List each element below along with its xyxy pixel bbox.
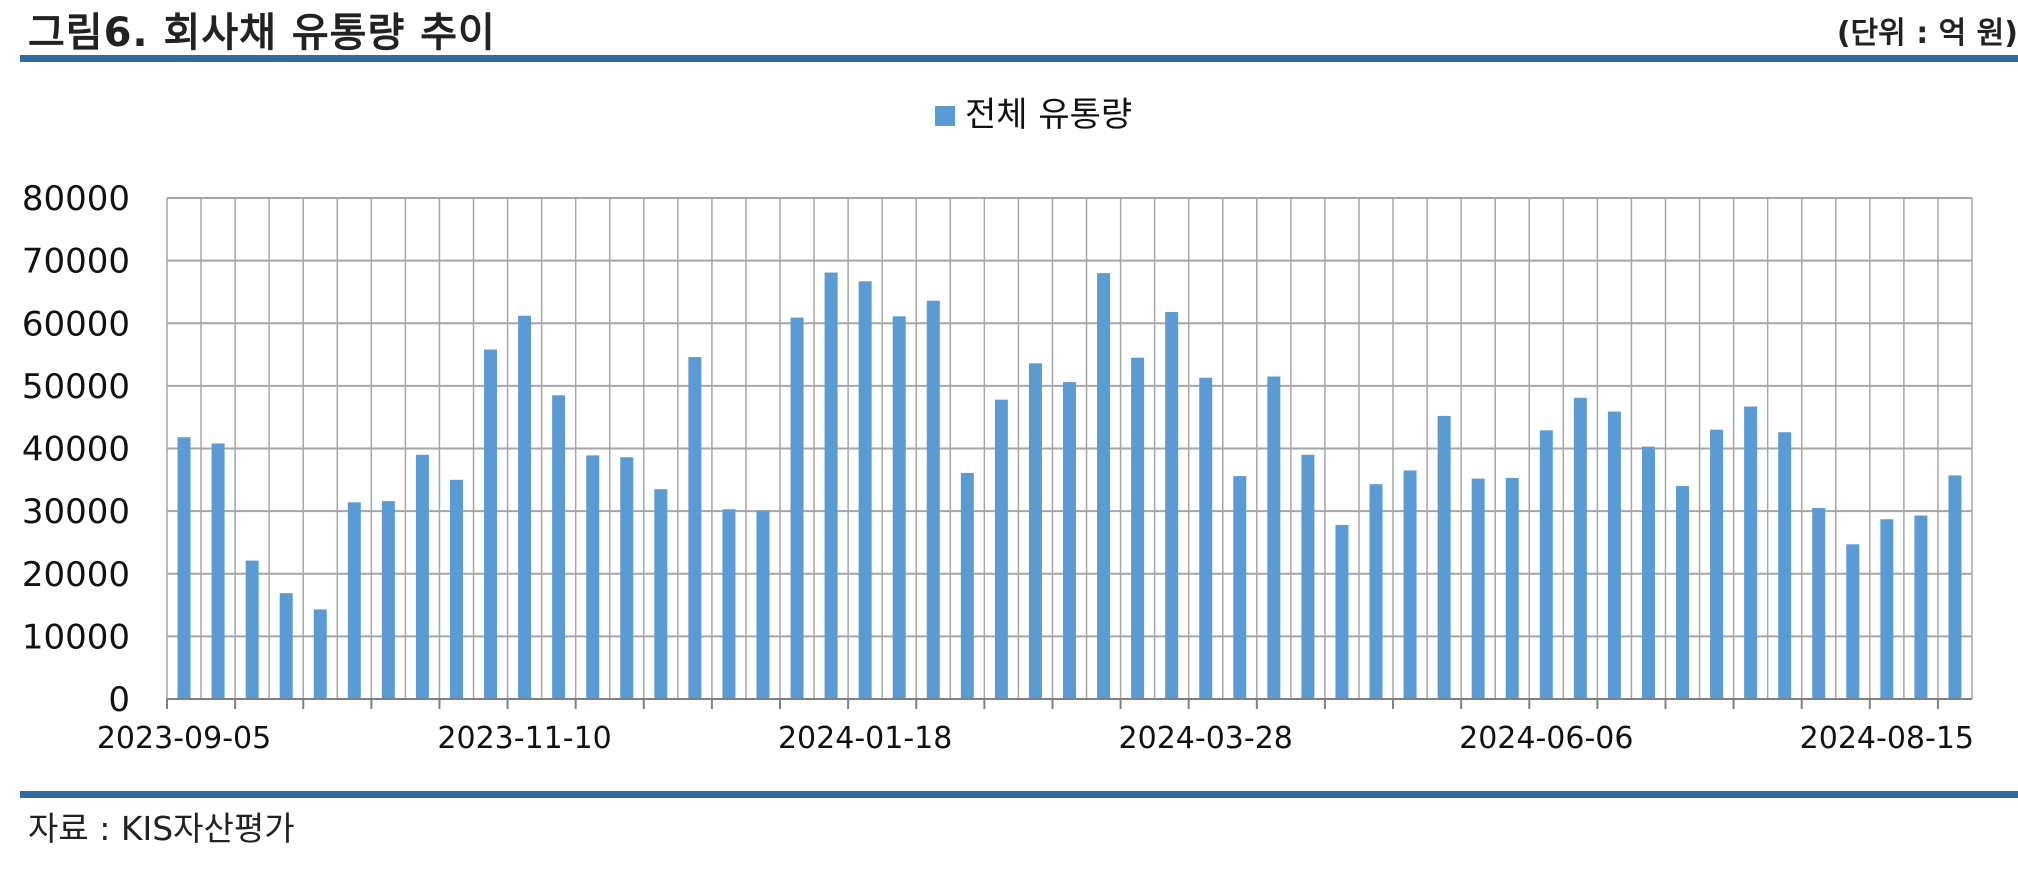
bar <box>1676 486 1690 699</box>
bar <box>1641 446 1655 699</box>
bar <box>381 501 395 699</box>
bar <box>1369 484 1383 699</box>
bar <box>245 560 259 699</box>
y-tick-label: 10000 <box>22 617 130 657</box>
bar <box>1539 430 1553 699</box>
y-tick-label: 20000 <box>22 555 130 595</box>
bar <box>722 509 736 699</box>
bar <box>347 502 361 699</box>
legend-label: 전체 유통량 <box>965 95 1132 135</box>
bar <box>1403 470 1417 699</box>
bar <box>586 455 600 699</box>
y-axis-ticks: 0 10000 20000 30000 40000 50000 60000 70000 8000… <box>22 179 130 720</box>
top-rule <box>20 55 2018 62</box>
bar <box>1846 544 1860 699</box>
bar <box>415 454 429 699</box>
bar <box>449 479 463 699</box>
bar <box>1301 454 1315 699</box>
bar <box>620 457 634 699</box>
bar <box>1710 429 1724 699</box>
x-tick-label: 2024-06-06 <box>1459 721 1633 756</box>
bottom-rule <box>20 791 2018 798</box>
y-tick-label: 60000 <box>22 304 130 344</box>
bar <box>960 472 974 699</box>
x-tick-label: 2023-09-05 <box>97 721 271 756</box>
y-tick-label: 50000 <box>22 367 130 407</box>
bar <box>1165 311 1179 699</box>
bar <box>1335 524 1349 699</box>
bar <box>688 357 702 699</box>
bar <box>1097 273 1111 699</box>
bar <box>1914 515 1928 699</box>
bar <box>1744 406 1758 699</box>
bar <box>518 315 532 699</box>
bar-chart: 전체 유통량 0 10000 20000 30000 40000 50000 60000 70… <box>22 95 1974 756</box>
y-tick-label: 0 <box>108 680 130 720</box>
legend: 전체 유통량 <box>935 95 1132 135</box>
y-tick-label: 80000 <box>22 179 130 219</box>
bar <box>1880 519 1894 699</box>
bar <box>1812 507 1826 699</box>
x-tick-label: 2024-03-28 <box>1119 721 1293 756</box>
bar <box>926 300 940 699</box>
bar <box>211 443 225 699</box>
bar <box>552 395 566 699</box>
x-tick-label: 2023-11-10 <box>437 721 611 756</box>
y-tick-label: 40000 <box>22 430 130 470</box>
bar <box>279 593 293 699</box>
bar <box>1063 382 1076 699</box>
y-tick-label: 70000 <box>22 242 130 282</box>
bar <box>1471 478 1485 699</box>
bar <box>790 317 804 699</box>
bar <box>654 489 668 699</box>
bar <box>1778 432 1792 699</box>
source-note: 자료 : KIS자산평가 <box>28 809 295 848</box>
bar <box>1131 357 1145 699</box>
bar <box>1948 475 1962 699</box>
x-axis <box>166 698 1972 709</box>
x-tick-label: 2024-01-18 <box>778 721 952 756</box>
bar <box>1437 415 1451 699</box>
bar <box>1607 411 1621 699</box>
bar <box>1233 476 1247 699</box>
x-axis-ticks: 2023-09-05 2023-11-10 2024-01-18 2024-03-28… <box>97 721 1974 756</box>
bar <box>1505 477 1519 699</box>
x-tick-label: 2024-08-15 <box>1800 721 1974 756</box>
bar <box>177 437 191 699</box>
bar <box>824 272 838 699</box>
bars <box>177 272 1962 699</box>
unit-label: (단위 : 억 원) <box>1836 16 2018 51</box>
bar <box>994 399 1008 699</box>
bar <box>484 349 498 699</box>
bar <box>858 281 872 699</box>
bar <box>892 316 906 699</box>
bar <box>756 510 770 699</box>
bar <box>1028 363 1042 699</box>
bar <box>1573 397 1587 699</box>
bar <box>1267 376 1281 699</box>
legend-swatch <box>935 106 955 126</box>
bar <box>1199 377 1213 699</box>
bar <box>313 609 327 699</box>
y-tick-label: 30000 <box>22 492 130 532</box>
chart-title: 그림6. 회사채 유통량 추이 <box>28 10 496 56</box>
